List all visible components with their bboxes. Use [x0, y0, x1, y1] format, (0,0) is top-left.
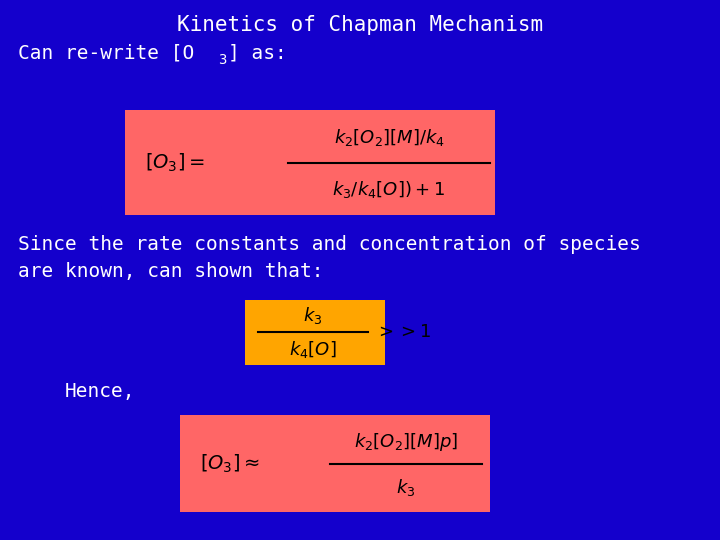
Text: 3: 3: [218, 53, 226, 67]
Text: $k_2[O_2][M]p]$: $k_2[O_2][M]p]$: [354, 431, 458, 453]
Text: Kinetics of Chapman Mechanism: Kinetics of Chapman Mechanism: [177, 15, 543, 35]
Text: $>>1$: $>>1$: [375, 323, 431, 341]
Bar: [245, 300, 385, 365]
Text: Hence,: Hence,: [65, 382, 135, 402]
Text: $k_4[O]$: $k_4[O]$: [289, 339, 337, 360]
Text: Can re-write [O: Can re-write [O: [18, 44, 194, 63]
Text: ] as:: ] as:: [228, 44, 287, 63]
Bar: [180, 415, 490, 512]
Text: Since the rate constants and concentration of species: Since the rate constants and concentrati…: [18, 235, 641, 254]
Text: $k_3/k_4[O])+1$: $k_3/k_4[O])+1$: [333, 179, 446, 200]
Text: $k_3$: $k_3$: [303, 305, 323, 326]
Text: are known, can shown that:: are known, can shown that:: [18, 262, 323, 281]
Text: $[O_3]=$: $[O_3]=$: [145, 152, 205, 174]
Text: $k_2[O_2][M]/k_4$: $k_2[O_2][M]/k_4$: [333, 127, 444, 149]
Bar: [125, 110, 495, 215]
Text: $[O_3]\approx$: $[O_3]\approx$: [200, 453, 260, 475]
Text: $k_3$: $k_3$: [396, 476, 415, 497]
